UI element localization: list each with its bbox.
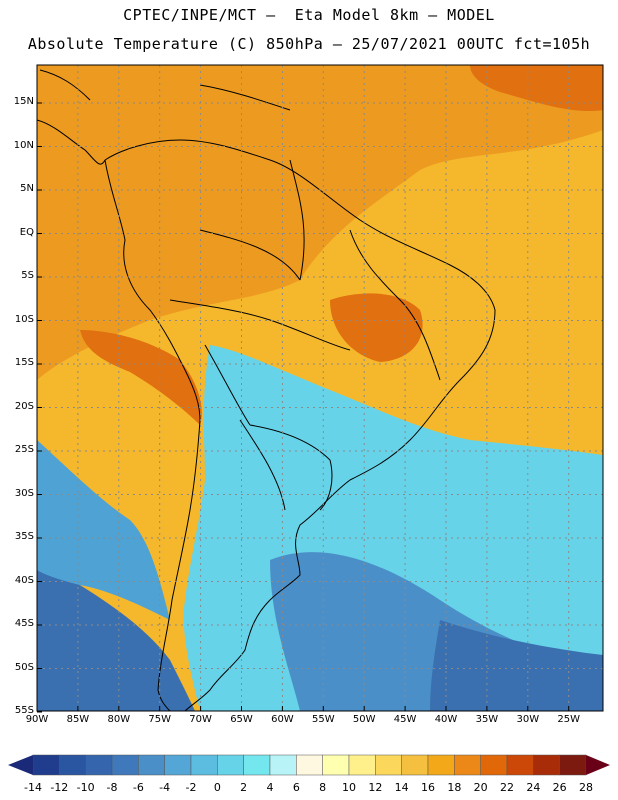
latitude-label: 45S — [6, 618, 34, 629]
temperature-map[interactable] — [0, 0, 618, 760]
longitude-label: 65W — [225, 714, 259, 725]
longitude-label: 55W — [306, 714, 340, 725]
latitude-label: EQ — [6, 227, 34, 238]
latitude-label: 10N — [6, 140, 34, 151]
map-fields — [37, 65, 603, 711]
latitude-label: 5N — [6, 183, 34, 194]
color-scale-box — [191, 755, 217, 775]
color-scale-box — [402, 755, 428, 775]
latitude-label: 15S — [6, 357, 34, 368]
color-scale-box — [375, 755, 401, 775]
longitude-label: 70W — [184, 714, 218, 725]
color-scale-box — [244, 755, 270, 775]
longitude-label: 45W — [388, 714, 422, 725]
color-scale-box — [112, 755, 138, 775]
color-scale-box — [349, 755, 375, 775]
latitude-label: 20S — [6, 401, 34, 412]
color-scale-box — [323, 755, 349, 775]
color-scale-box — [454, 755, 480, 775]
latitude-label: 35S — [6, 531, 34, 542]
longitude-label: 25W — [552, 714, 586, 725]
longitude-label: 85W — [61, 714, 95, 725]
latitude-label: 15N — [6, 96, 34, 107]
color-scale-box — [33, 755, 59, 775]
color-scale-bar — [0, 750, 618, 780]
latitude-label: 10S — [6, 314, 34, 325]
color-scale-box — [560, 755, 586, 775]
color-scale-low-arrow — [8, 755, 33, 775]
color-scale-box — [507, 755, 533, 775]
color-scale-label: 28 — [571, 781, 601, 794]
latitude-label: 50S — [6, 662, 34, 673]
latitude-label: 40S — [6, 575, 34, 586]
color-scale-high-arrow — [586, 755, 610, 775]
longitude-label: 50W — [347, 714, 381, 725]
latitude-label: 5S — [6, 270, 34, 281]
latitude-label: 25S — [6, 444, 34, 455]
longitude-label: 35W — [470, 714, 504, 725]
color-scale-box — [270, 755, 296, 775]
color-scale-box — [59, 755, 85, 775]
color-scale-box — [481, 755, 507, 775]
color-scale-box — [165, 755, 191, 775]
longitude-label: 60W — [265, 714, 299, 725]
longitude-label: 90W — [20, 714, 54, 725]
longitude-label: 80W — [102, 714, 136, 725]
color-scale-box — [138, 755, 164, 775]
longitude-label: 40W — [429, 714, 463, 725]
color-scale-box — [428, 755, 454, 775]
color-scale-box — [217, 755, 243, 775]
longitude-label: 30W — [511, 714, 545, 725]
color-scale-boxes — [33, 755, 586, 775]
color-scale-box — [296, 755, 322, 775]
color-scale-box — [86, 755, 112, 775]
longitude-label: 75W — [143, 714, 177, 725]
color-scale-box — [533, 755, 559, 775]
latitude-label: 30S — [6, 488, 34, 499]
